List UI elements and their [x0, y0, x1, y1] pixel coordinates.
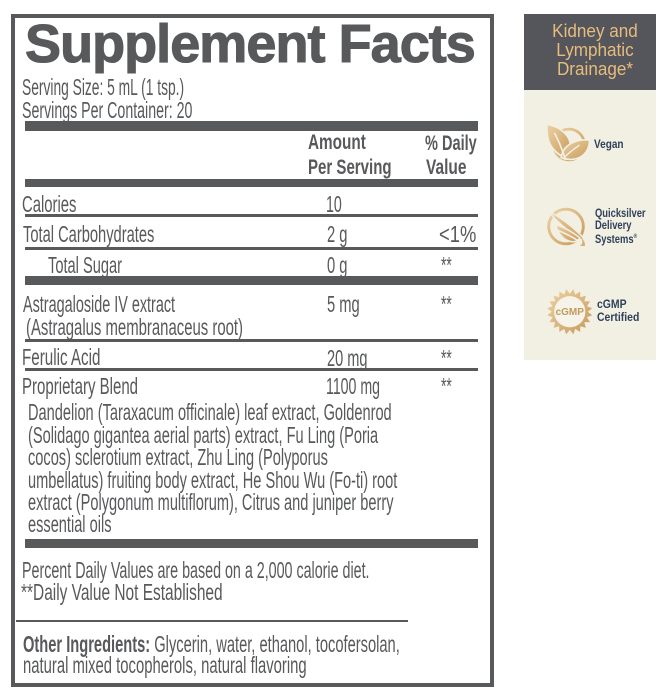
- svg-text:cGMP: cGMP: [556, 307, 585, 318]
